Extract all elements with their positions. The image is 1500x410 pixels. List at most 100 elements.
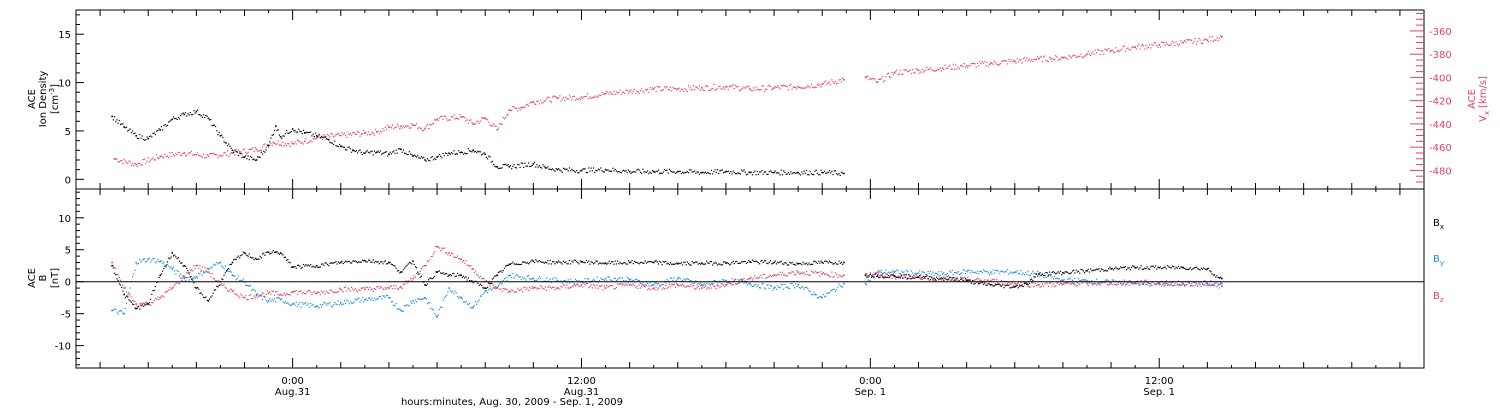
bz-series-dot (635, 287, 637, 289)
bz-series-dot (328, 292, 330, 294)
bx-series-dot (1204, 268, 1206, 270)
density-series-dot (619, 171, 621, 173)
by-series-dot (288, 303, 290, 305)
by-series-dot (815, 294, 817, 296)
vx-series-dot (503, 118, 506, 120)
by-series-dot (491, 288, 494, 290)
by-series-dot (805, 286, 808, 288)
bx-series-dot (1213, 274, 1216, 276)
vx-series-dot (1170, 43, 1172, 45)
density-series-dot (194, 112, 196, 114)
density-series-dot (229, 145, 231, 147)
bz-series-dot (1075, 285, 1077, 287)
by-series-dot (1033, 272, 1035, 274)
bx-series-dot (257, 258, 259, 260)
bz-series-dot (462, 259, 465, 262)
by-series-dot (726, 281, 728, 284)
bx-series-dot (116, 278, 118, 280)
vx-series-point (255, 148, 258, 151)
bx-series-dot (1188, 268, 1190, 270)
by-series-dot (459, 296, 461, 298)
bz-series-dot (695, 288, 697, 290)
bx-series-dot (762, 261, 764, 264)
by-series-point (1206, 284, 1209, 286)
right-ylabel-line1: ACE (1467, 89, 1478, 109)
by-series-dot (985, 271, 987, 273)
vx-series-dot (1114, 51, 1116, 54)
density-series-dot (538, 165, 540, 167)
bx-series-dot (186, 267, 188, 269)
by-series-dot (567, 279, 569, 281)
density-series-dot (201, 116, 203, 118)
vx-series-dot (866, 76, 868, 78)
vx-series-dot (842, 77, 844, 79)
density-series-dot (228, 143, 230, 145)
bz-series-dot (1194, 282, 1196, 284)
bz-series-dot (452, 253, 454, 255)
vx-series-dot (208, 153, 211, 155)
density-series-dot (684, 172, 686, 174)
density-series-dot (221, 134, 223, 136)
by-series-dot (696, 284, 698, 286)
bx-series-dot (1145, 267, 1147, 270)
bx-series-dot (526, 262, 528, 264)
bx-series-dot (1070, 272, 1072, 274)
density-series-dot (360, 151, 362, 154)
vx-series-dot (1032, 60, 1034, 62)
bz-series-dot (940, 279, 942, 281)
density-series-dot (808, 174, 810, 176)
bx-series-dot (513, 263, 515, 265)
bx-series-dot (1135, 267, 1137, 269)
by-series-dot (668, 281, 670, 283)
bz-series-dot (1019, 284, 1021, 286)
bz-series-dot (827, 274, 829, 276)
bx-series-dot (1015, 285, 1017, 287)
vx-series-dot (1099, 53, 1101, 56)
bz-series-dot (240, 293, 242, 295)
bx-series-dot (1092, 269, 1094, 271)
bx-series-dot (320, 263, 323, 265)
legend-bz: Bz (1433, 291, 1444, 304)
density-series-dot (820, 169, 822, 171)
bx-series-dot (778, 262, 780, 264)
vx-series-dot (470, 119, 472, 121)
vx-series-dot (369, 134, 371, 136)
vx-series-dot (683, 90, 685, 92)
by-series-dot (777, 285, 779, 287)
vx-series-dot (519, 109, 521, 111)
bz-series-dot (1128, 280, 1130, 282)
vx-series-dot (420, 127, 423, 129)
density-series-dot (337, 145, 339, 148)
bx-series-dot (620, 262, 622, 265)
vx-series-dot (491, 125, 494, 127)
bx-series-point (364, 259, 366, 262)
density-series-dot (511, 168, 513, 170)
bx-series-dot (373, 262, 376, 264)
vx-series-point (676, 88, 679, 90)
bx-series-dot (1138, 268, 1140, 270)
by-series-dot (369, 297, 371, 299)
bx-series-dot (150, 298, 152, 300)
density-series-dot (418, 157, 420, 159)
bz-series-dot (394, 287, 396, 290)
by-series-dot (211, 267, 213, 269)
bz-series-dot (266, 290, 268, 292)
density-series-dot (288, 132, 290, 134)
vx-series-dot (341, 131, 343, 134)
by-series-dot (911, 272, 914, 274)
by-series-dot (760, 287, 762, 289)
vx-series-dot (525, 104, 527, 106)
vx-series-dot (170, 155, 172, 158)
bz-series-dot (177, 282, 179, 285)
bz-series-dot (531, 285, 533, 288)
bz-series-dot (192, 270, 194, 272)
bz-series-dot (908, 277, 910, 280)
density-series-dot (614, 168, 616, 170)
by-series-dot (353, 301, 355, 303)
vx-series-dot (868, 79, 870, 81)
bz-series-dot (527, 289, 530, 291)
bz-series-dot (349, 290, 352, 292)
legend-bx-name: B (1433, 218, 1440, 229)
vx-series-dot (499, 123, 501, 125)
bx-series-dot (419, 276, 421, 278)
